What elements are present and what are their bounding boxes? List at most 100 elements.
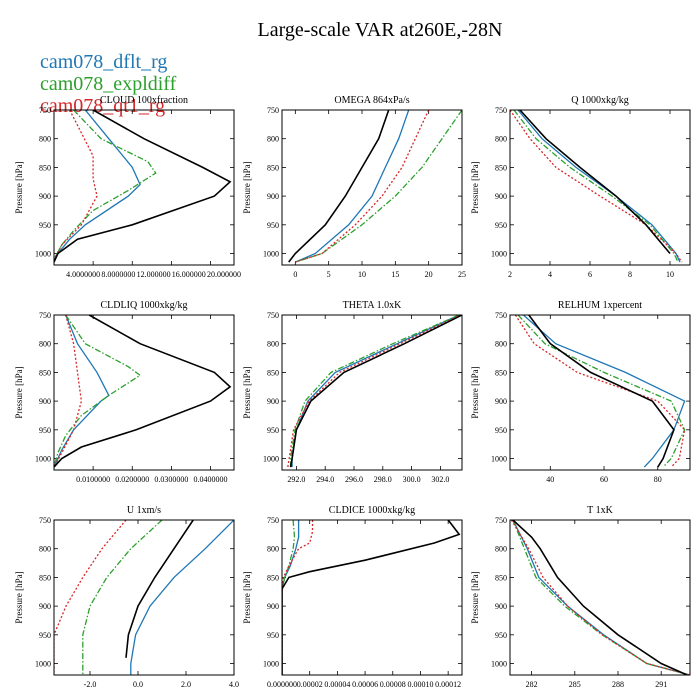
x-tick-label: 5 <box>327 270 331 279</box>
x-tick-label: 4.0000000 <box>66 270 100 279</box>
x-tick-label: 12.000000 <box>137 270 171 279</box>
y-axis-label: Pressure [hPa] <box>14 161 24 213</box>
x-tick-label: 0.00002 <box>297 680 323 689</box>
series-line-cam078_dflt_rg <box>282 520 300 675</box>
x-tick-label: 294.0 <box>316 475 334 484</box>
y-tick-label: 1000 <box>263 660 279 669</box>
y-tick-label: 900 <box>39 192 51 201</box>
x-tick-label: 292.0 <box>287 475 305 484</box>
y-tick-label: 950 <box>267 426 279 435</box>
series-line-cam078_dflt_rg <box>512 520 690 675</box>
x-tick-label: 0.000000 <box>267 680 297 689</box>
y-tick-label: 950 <box>267 221 279 230</box>
series-line-reference <box>54 315 232 468</box>
y-tick-label: 900 <box>267 397 279 406</box>
x-tick-label: 40 <box>546 475 554 484</box>
panel-5: THETA 1.0xK Pressure [hPa] 750 800 850 900 950… <box>242 300 463 484</box>
x-tick-label: 10 <box>666 270 674 279</box>
y-tick-label: 750 <box>39 516 51 525</box>
series-line-cam078_expldiff <box>513 110 679 263</box>
panel-8: CLDICE 1000xkg/kg Pressure [hPa] 750 800 850… <box>242 505 463 689</box>
y-tick-label: 1000 <box>263 250 279 259</box>
panel-title: U 1xm/s <box>127 505 161 516</box>
figure-title: Large-scale VAR at260E,-28N <box>258 19 503 41</box>
y-axis-label: Pressure [hPa] <box>470 366 480 418</box>
series-line-cam078_expldiff <box>54 315 142 468</box>
series-line-cam078_expldiff <box>82 520 163 675</box>
x-tick-label: 0 <box>293 270 297 279</box>
y-tick-label: 950 <box>39 426 51 435</box>
y-tick-label: 900 <box>39 397 51 406</box>
panel-title: OMEGA 864xPa/s <box>334 95 409 106</box>
x-tick-label: 0.0200000 <box>115 475 149 484</box>
plot-frame <box>509 314 691 471</box>
y-axis-label: Pressure [hPa] <box>470 161 480 213</box>
x-tick-label: 16.000000 <box>172 270 206 279</box>
y-tick-label: 750 <box>267 311 279 320</box>
series-line-cam078_expldiff <box>512 520 690 675</box>
y-tick-label: 1000 <box>263 455 279 464</box>
plot-frame <box>53 109 235 266</box>
series-line-cam078_dflt_rg <box>130 520 234 675</box>
x-tick-label: 0.0100000 <box>76 475 110 484</box>
plot-frame <box>53 519 235 676</box>
x-tick-label: 288 <box>612 680 624 689</box>
x-tick-label: 282 <box>526 680 538 689</box>
series-line-cam078_qt1_rg <box>54 315 83 468</box>
series-line-cam078_expldiff <box>282 520 296 675</box>
y-tick-label: 850 <box>495 163 507 172</box>
y-tick-label: 900 <box>495 397 507 406</box>
series-line-reference <box>289 315 462 468</box>
x-tick-label: 302.0 <box>431 475 449 484</box>
series-line-cam078_dflt_rg <box>517 110 681 263</box>
series-line-reference <box>512 520 688 675</box>
series-line-cam078_dflt_rg <box>295 110 410 263</box>
y-tick-label: 850 <box>267 163 279 172</box>
series-line-reference <box>125 520 194 658</box>
y-tick-label: 750 <box>495 311 507 320</box>
series-line-cam078_qt1_rg <box>282 520 314 675</box>
x-tick-label: 80 <box>654 475 662 484</box>
y-tick-label: 900 <box>495 192 507 201</box>
y-tick-label: 850 <box>495 368 507 377</box>
x-tick-label: 0.0 <box>133 680 143 689</box>
y-tick-label: 950 <box>267 631 279 640</box>
y-tick-label: 800 <box>39 340 51 349</box>
series-line-cam078_expldiff <box>517 315 686 468</box>
x-tick-label: 0.00008 <box>380 680 406 689</box>
series-line-cam078_qt1_rg <box>510 520 690 675</box>
panel-7: U 1xm/s Pressure [hPa] 750 800 850 900 950 1000… <box>14 505 239 689</box>
x-tick-label: 60 <box>600 475 608 484</box>
panel-2: OMEGA 864xPa/s Pressure [hPa] 750 800 850 900… <box>242 95 466 279</box>
panel-title: CLDLIQ 1000xkg/kg <box>101 300 188 311</box>
x-tick-label: 0.00012 <box>435 680 461 689</box>
panel-title: THETA 1.0xK <box>343 300 402 311</box>
x-tick-label: 20.000000 <box>207 270 241 279</box>
x-tick-label: 291 <box>655 680 667 689</box>
series-line-cam078_expldiff <box>295 110 462 263</box>
panel-title: RELHUM 1xpercent <box>558 300 642 311</box>
panel-title: CLOUD 100xfraction <box>100 95 188 106</box>
series-line-reference <box>282 520 461 675</box>
legend-entry-3: cam078_qt1_rg <box>40 95 165 117</box>
panel-6: RELHUM 1xpercent Pressure [hPa] 750 800 850 9… <box>470 300 691 484</box>
y-axis-label: Pressure [hPa] <box>242 366 252 418</box>
panel-9: T 1xK Pressure [hPa] 750 800 850 900 950 1000 28… <box>470 505 691 689</box>
plot-frame <box>281 109 463 266</box>
y-tick-label: 850 <box>495 573 507 582</box>
y-tick-label: 800 <box>267 340 279 349</box>
legend-entry-2: cam078_expldiff <box>40 73 177 95</box>
x-tick-label: 25 <box>458 270 466 279</box>
x-tick-label: 296.0 <box>345 475 363 484</box>
x-tick-label: 4.0 <box>229 680 239 689</box>
y-axis-label: Pressure [hPa] <box>470 571 480 623</box>
x-tick-label: 2.0 <box>181 680 191 689</box>
plot-frame <box>281 314 463 471</box>
plot-frame <box>509 109 691 266</box>
x-tick-label: -2.0 <box>84 680 97 689</box>
y-tick-label: 800 <box>39 545 51 554</box>
series-line-cam078_qt1_rg <box>287 315 461 468</box>
series-line-cam078_qt1_rg <box>54 520 127 675</box>
series-line-cam078_dflt_rg <box>522 315 686 468</box>
